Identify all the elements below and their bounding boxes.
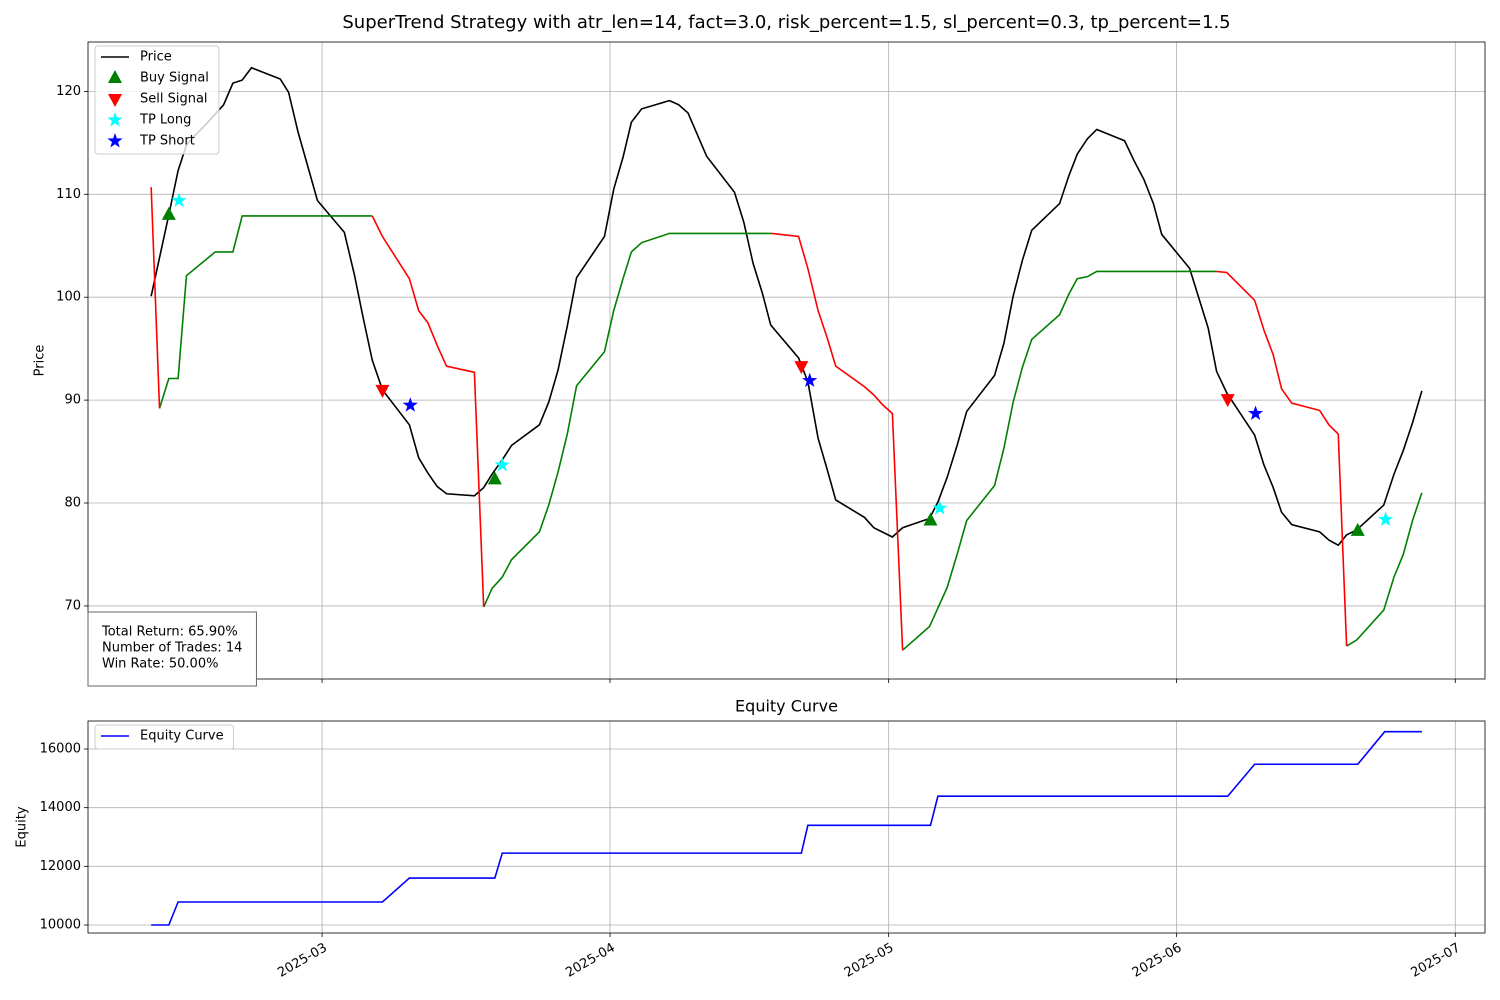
y-tick-label: 10000 [40, 917, 81, 932]
scatter-marker [375, 384, 390, 398]
chart-title: SuperTrend Strategy with atr_len=14, fac… [342, 12, 1230, 33]
legend-marker [108, 94, 122, 107]
y-tick-label: 14000 [40, 800, 81, 815]
x-tick-label: 2025-06 [1130, 941, 1185, 981]
y-tick-label: 90 [64, 393, 81, 408]
scatter-marker [794, 361, 809, 375]
scatter-marker [171, 192, 187, 207]
scatter-marker [161, 206, 176, 220]
x-tick-label: 2025-07 [1408, 941, 1463, 981]
scatter-marker [1220, 394, 1235, 408]
legend-marker [107, 112, 123, 127]
legend-marker [107, 133, 123, 148]
legend-label: Sell Signal [140, 92, 208, 107]
chart-title: Equity Curve [735, 697, 838, 716]
legend: Price Buy Signal Sell Signal TP Long TP Shor… [94, 45, 220, 155]
y-tick-label: 100 [56, 290, 81, 305]
y-tick-label: 120 [56, 84, 81, 99]
stats-line: Total Return: 65.90% [101, 625, 238, 640]
series-line [150, 187, 1348, 651]
legend-label: Equity Curve [140, 729, 224, 744]
scatter-marker [402, 397, 418, 412]
axes-frame [87, 41, 1486, 680]
scatter-marker [1378, 511, 1394, 526]
legend-frame [94, 45, 220, 155]
legend: Equity Curve [94, 724, 235, 750]
legend-label: Price [140, 50, 172, 65]
stats-line: Number of Trades: 14 [102, 641, 242, 656]
axes-frame [87, 720, 1486, 934]
stats-line: Win Rate: 50.00% [102, 657, 218, 672]
y-axis-label: Price [33, 345, 48, 377]
scatter-marker [923, 512, 938, 526]
scatter-marker [932, 500, 948, 515]
scatter-marker [1350, 522, 1365, 536]
y-tick-label: 80 [64, 496, 81, 511]
y-tick-label: 70 [64, 598, 81, 613]
x-tick-label: 2025-04 [563, 941, 618, 981]
legend-label: Buy Signal [140, 71, 209, 86]
legend-marker [108, 70, 122, 83]
y-tick-label: 110 [56, 187, 81, 202]
series-line [151, 730, 1422, 926]
scatter-marker [1247, 405, 1264, 420]
stats-frame [87, 611, 257, 687]
series-line [158, 215, 1423, 651]
scatter-marker [494, 456, 510, 472]
y-tick-label: 12000 [40, 859, 81, 874]
legend-label: TP Short [139, 134, 195, 149]
legend-frame [94, 724, 235, 750]
x-tick-label: 2025-03 [275, 941, 330, 981]
y-axis-label: Equity [15, 806, 30, 847]
stats-box: Total Return: 65.90%Number of Trades: 14… [87, 611, 257, 687]
scatter-marker [487, 471, 502, 485]
scatter-marker [802, 372, 818, 388]
series-line [150, 66, 1423, 547]
x-tick-label: 2025-05 [842, 941, 897, 981]
legend-label: TP Long [139, 113, 191, 128]
y-tick-label: 16000 [40, 742, 81, 757]
